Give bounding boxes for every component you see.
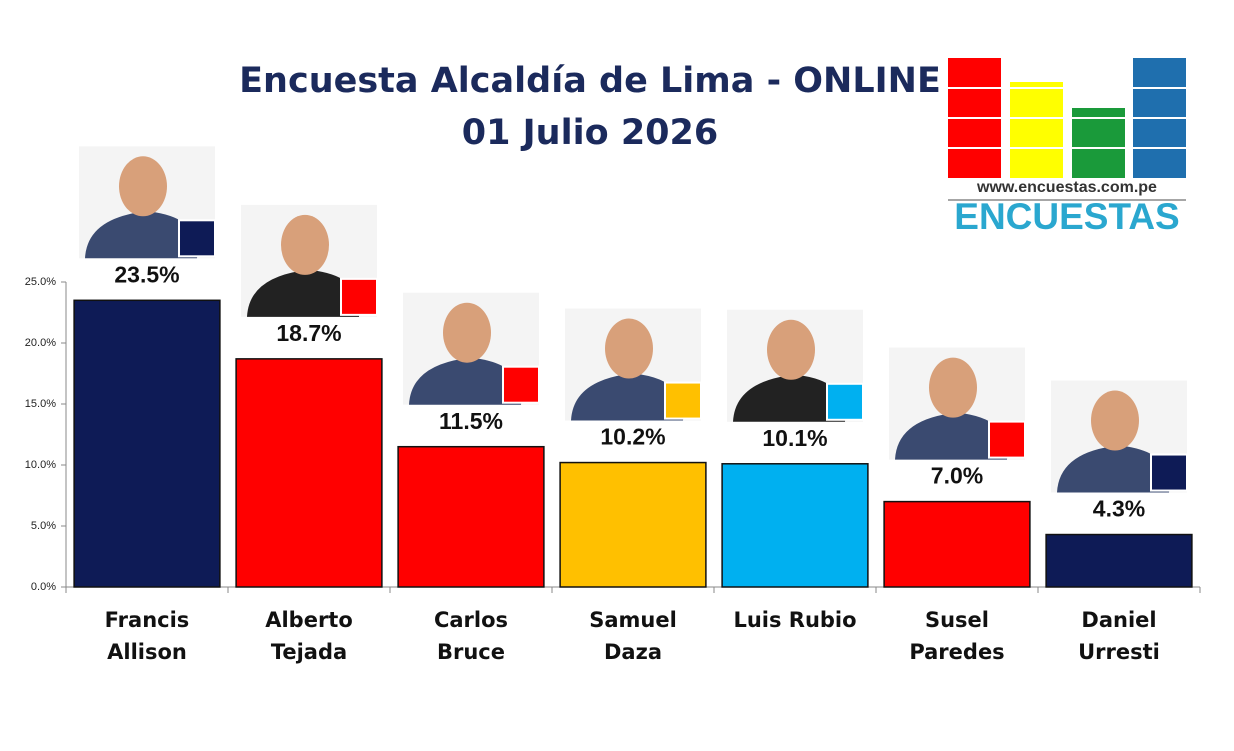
value-label: 10.1% (762, 425, 827, 451)
photo-body (409, 358, 522, 405)
party-logo (178, 219, 216, 258)
y-tick-label: 25.0% (25, 276, 56, 288)
y-tick-label: 5.0% (31, 520, 56, 532)
candidate-photo (889, 347, 1026, 460)
photo-body (85, 212, 198, 259)
y-tick-label: 0.0% (31, 581, 56, 593)
photo-body (895, 413, 1008, 460)
brand-url: www.encuestas.com.pe (976, 179, 1157, 196)
value-label: 10.2% (600, 424, 665, 450)
party-logo (664, 381, 702, 420)
y-tick-label: 20.0% (25, 337, 56, 349)
bar (397, 445, 545, 588)
bar (721, 463, 869, 588)
x-tick-label: Francis Allison (104, 608, 190, 664)
bar (235, 358, 383, 588)
photo-head (119, 156, 167, 217)
photo-body (571, 374, 684, 421)
y-tick-label: 15.0% (25, 398, 56, 410)
candidate-photo (403, 292, 540, 405)
photo-body (1057, 446, 1170, 493)
photo-body (733, 375, 846, 422)
value-label: 11.5% (439, 408, 503, 434)
candidate-photo (565, 308, 702, 421)
candidate-photo (79, 146, 216, 259)
candidate-photo (241, 204, 378, 317)
x-tick-label: Samuel Daza (589, 608, 677, 664)
candidate-photo (1051, 380, 1188, 493)
party-logo (502, 365, 540, 404)
x-tick-label: Alberto Tejada (265, 608, 353, 664)
party-logo (340, 277, 378, 316)
x-tick-label: Susel Paredes (909, 608, 1005, 664)
value-label: 4.3% (1093, 496, 1145, 522)
chart-title: Encuesta Alcaldía de Lima - ONLINE (239, 61, 941, 101)
bar (73, 299, 221, 588)
party-logo (826, 382, 864, 421)
photo-head (767, 319, 815, 380)
x-tick-label: Luis Rubio (733, 608, 857, 632)
x-tick-label: Carlos Bruce (433, 608, 509, 664)
party-logo (988, 420, 1026, 459)
x-tick-label: Daniel Urresti (1078, 608, 1160, 664)
photo-head (1091, 390, 1139, 451)
bar (883, 500, 1031, 588)
candidate-photo (727, 309, 864, 422)
bar (1045, 533, 1193, 588)
photo-head (605, 318, 653, 379)
photo-body (247, 270, 360, 317)
value-label: 23.5% (114, 261, 179, 287)
party-logo (1150, 453, 1188, 492)
value-label: 7.0% (931, 463, 983, 489)
brand-logo: www.encuestas.com.pe ENCUESTAS (945, 58, 1190, 237)
photo-head (281, 214, 329, 275)
bar (559, 461, 707, 588)
chart-subtitle: 01 Julio 2026 (462, 113, 718, 153)
brand-name: ENCUESTAS (954, 196, 1179, 237)
value-label: 18.7% (276, 320, 341, 346)
y-tick-label: 10.0% (25, 459, 56, 471)
photo-head (929, 357, 977, 418)
photo-head (443, 302, 491, 363)
